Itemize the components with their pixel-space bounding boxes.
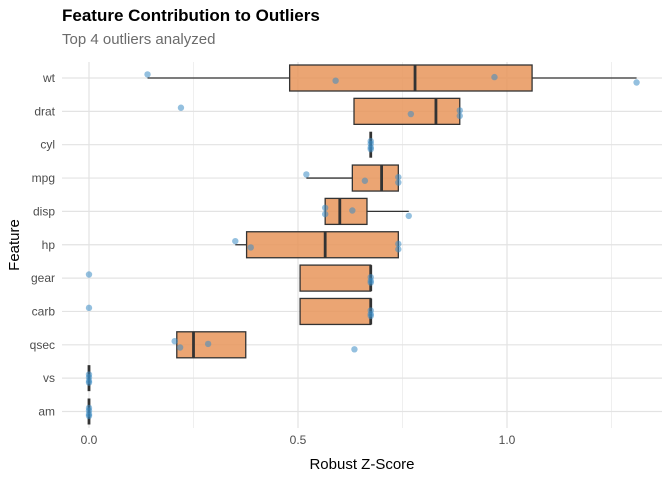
point-cyl — [367, 140, 374, 147]
point-wt — [633, 79, 640, 86]
point-gear — [85, 271, 93, 278]
box-drat — [353, 97, 461, 125]
point-wt — [144, 71, 151, 78]
y-tick-label-carb: carb — [32, 304, 56, 318]
x-tick-labels: 0.0 0.5 1.0 — [81, 433, 516, 447]
y-tick-label-vs: vs — [43, 371, 55, 385]
point-disp — [321, 204, 329, 211]
point-carb — [367, 312, 374, 320]
y-tick-label-wt: wt — [42, 71, 56, 85]
point-mpg — [303, 171, 310, 178]
y-tick-labels: wt drat cyl mpg disp hp gear carb qsec vs am — [30, 71, 56, 419]
chart-subtitle: Top 4 outliers analyzed — [62, 31, 216, 48]
y-tick-label-gear: gear — [31, 271, 55, 285]
x-tick-label: 0.5 — [290, 433, 307, 447]
y-axis-title: Feature — [6, 219, 23, 271]
point-cyl — [367, 146, 374, 153]
point-gear — [367, 274, 374, 281]
point-disp — [349, 207, 356, 214]
box-hp — [245, 231, 399, 259]
point-qsec — [176, 344, 184, 351]
y-tick-label-cyl: cyl — [40, 138, 55, 152]
point-qsec — [171, 338, 178, 345]
point-am — [85, 407, 93, 414]
point-am — [85, 412, 93, 420]
point-disp — [321, 210, 329, 218]
y-tick-label-drat: drat — [34, 104, 55, 118]
point-drat — [456, 107, 463, 114]
point-hp — [395, 246, 402, 253]
x-tick-label: 1.0 — [499, 433, 516, 447]
boxes-layer — [87, 64, 637, 425]
box-carb — [299, 297, 372, 326]
point-qsec — [351, 346, 358, 353]
y-tick-label-mpg: mpg — [32, 171, 55, 185]
chart-title: Feature Contribution to Outliers — [62, 6, 320, 25]
point-gear — [367, 279, 374, 286]
point-wt — [332, 77, 339, 84]
point-hp — [232, 237, 239, 245]
point-hp — [247, 244, 254, 251]
y-tick-label-qsec: qsec — [30, 338, 55, 352]
point-qsec — [204, 340, 212, 348]
point-carb — [367, 307, 374, 314]
box-mpg — [351, 164, 399, 192]
box-disp — [324, 197, 368, 226]
point-mpg — [395, 179, 402, 186]
x-axis-title: Robust Z-Score — [309, 456, 414, 473]
point-vs — [85, 379, 93, 386]
point-mpg — [395, 173, 402, 181]
point-mpg — [361, 177, 369, 184]
x-tick-label: 0.0 — [81, 433, 98, 447]
point-hp — [395, 240, 402, 248]
point-carb — [85, 304, 93, 312]
point-disp — [405, 212, 412, 220]
box-qsec — [176, 331, 247, 359]
box-gear — [299, 264, 372, 292]
point-drat — [456, 112, 463, 120]
y-tick-label-am: am — [38, 405, 55, 419]
point-wt — [491, 73, 498, 81]
y-tick-label-hp: hp — [42, 238, 56, 252]
point-drat — [407, 110, 415, 118]
point-drat — [177, 104, 185, 111]
point-vs — [85, 374, 93, 381]
y-tick-label-disp: disp — [33, 204, 55, 218]
points-layer — [85, 71, 640, 420]
